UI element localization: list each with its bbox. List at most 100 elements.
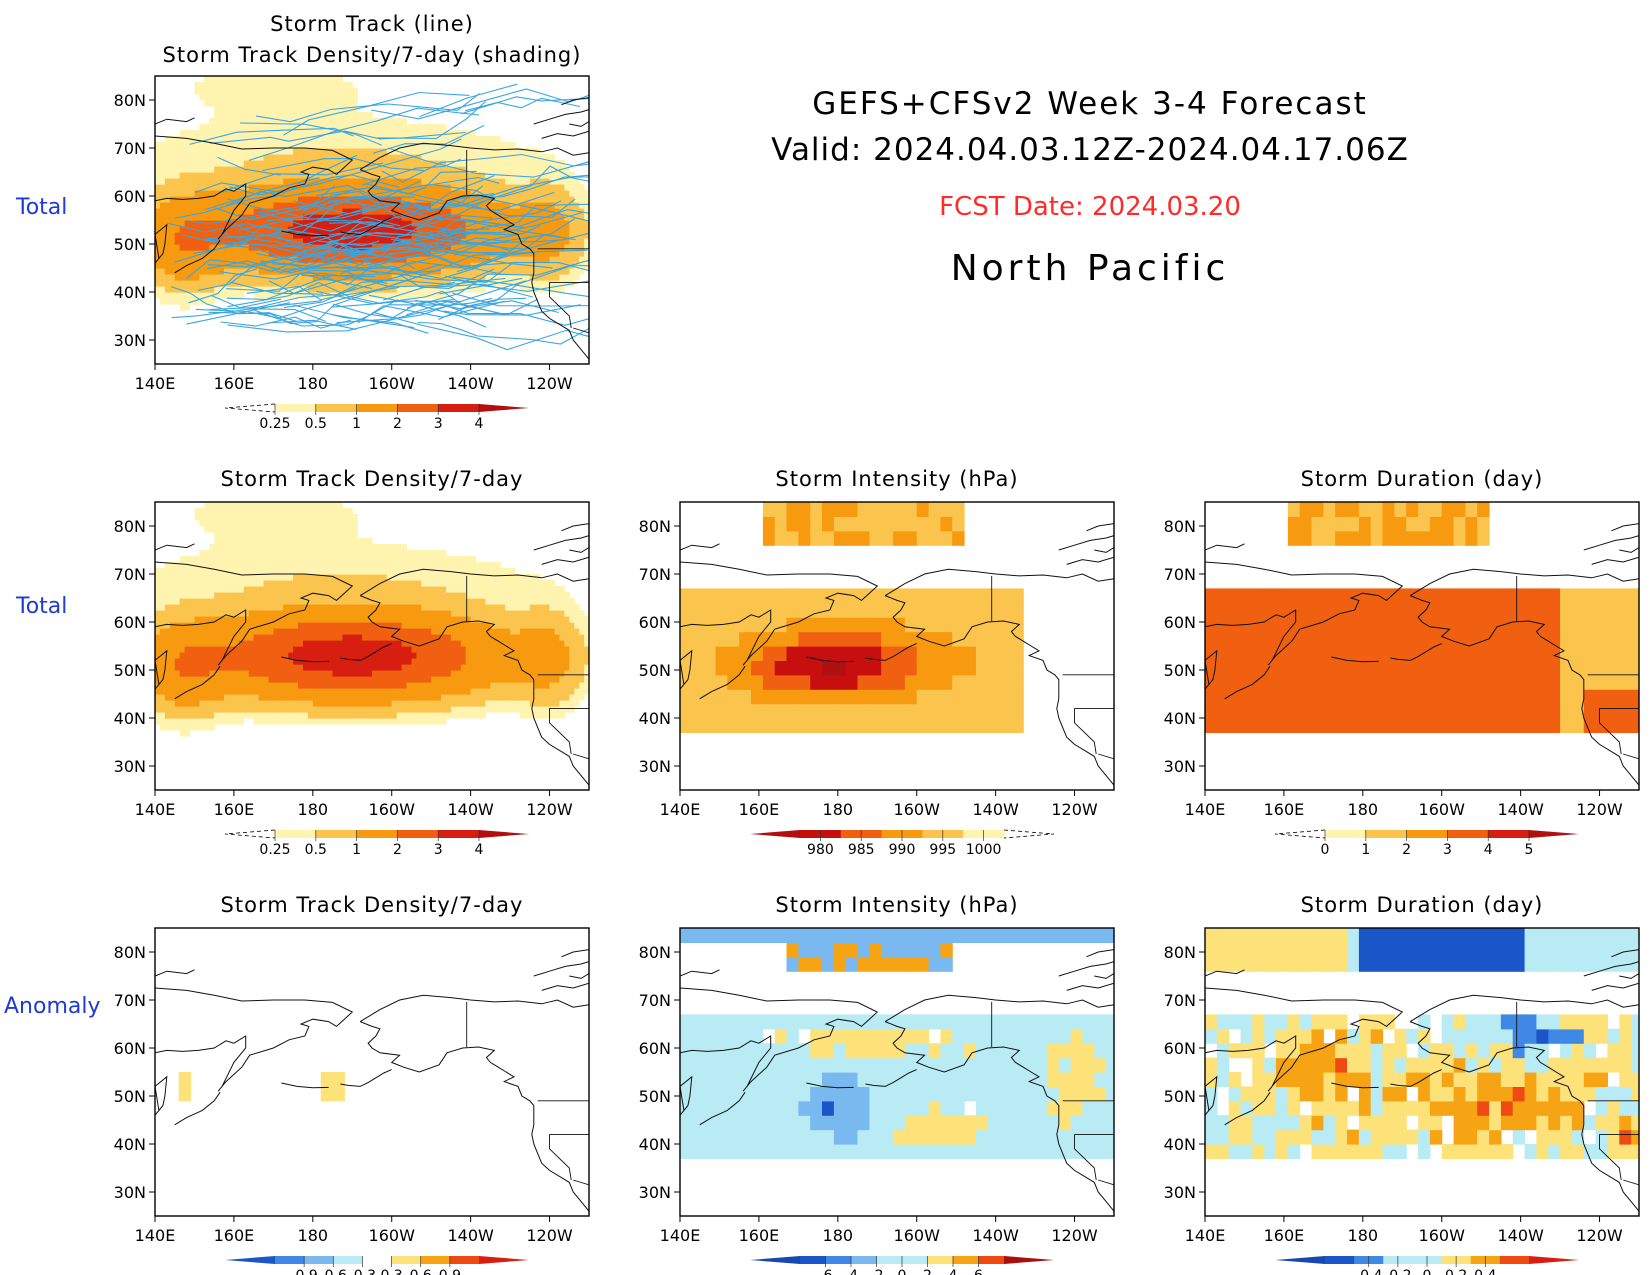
field-cell — [332, 76, 338, 83]
field-cell — [544, 226, 551, 233]
field-cell — [455, 190, 462, 197]
field-cell — [189, 712, 195, 719]
field-cell — [174, 142, 181, 149]
field-cell — [372, 580, 378, 587]
field-cell — [396, 652, 403, 659]
field-cell — [233, 622, 240, 629]
field-cell — [441, 250, 447, 257]
field-cell — [569, 274, 575, 281]
field-cell — [436, 190, 442, 197]
field-cell — [367, 124, 373, 131]
field-cell — [539, 160, 546, 167]
field-cell — [539, 268, 546, 275]
field-cell — [238, 244, 245, 251]
field-cell — [263, 556, 269, 563]
field-cell — [214, 628, 220, 635]
field-cell — [426, 220, 432, 227]
field-cell — [194, 262, 200, 269]
field-cell — [194, 166, 200, 173]
field-cell — [411, 178, 417, 185]
field-cell — [209, 664, 215, 671]
field-cell — [224, 658, 230, 665]
field-cell — [263, 670, 269, 677]
field-cell — [238, 184, 245, 191]
field-cell — [214, 160, 220, 167]
field-cell — [273, 172, 279, 179]
field-cell — [224, 502, 230, 509]
field-cell — [268, 130, 274, 137]
field-cell — [342, 208, 348, 215]
field-cell — [539, 256, 546, 263]
field-cell — [431, 154, 437, 161]
field-cell — [273, 118, 279, 125]
field-cell — [549, 220, 555, 227]
field-cell — [159, 586, 166, 593]
field-cell — [179, 706, 186, 713]
field-cell — [337, 136, 343, 143]
field-cell — [174, 574, 181, 581]
field-cell — [229, 124, 235, 131]
field-cell — [219, 520, 225, 527]
field-cell — [288, 292, 294, 299]
field-cell — [465, 238, 472, 245]
field-cell — [219, 550, 225, 557]
field-cell — [303, 208, 309, 215]
field-cell — [209, 670, 215, 677]
storm-track-line — [316, 187, 555, 211]
field-cell — [337, 640, 343, 647]
field-cell — [401, 706, 408, 713]
field-cell — [441, 622, 447, 629]
field-cell — [372, 622, 378, 629]
field-cell — [229, 712, 235, 719]
field-cell — [465, 274, 472, 281]
field-cell — [263, 94, 269, 101]
field-cell — [199, 646, 205, 653]
field-cell — [347, 508, 353, 515]
field-cell — [229, 226, 235, 233]
field-cell — [283, 220, 289, 227]
field-cell — [357, 202, 363, 209]
field-cell — [273, 106, 279, 113]
field-cell — [332, 712, 338, 719]
field-cell — [189, 610, 195, 617]
field-cell — [278, 148, 284, 155]
field-cell — [431, 634, 437, 641]
field-cell — [367, 640, 373, 647]
field-cell — [243, 508, 250, 515]
field-cell — [465, 658, 472, 665]
field-cell — [268, 262, 274, 269]
field-cell — [480, 268, 486, 275]
field-cell — [446, 586, 452, 593]
field-cell — [520, 178, 526, 185]
field-cell — [288, 586, 294, 593]
field-cell — [416, 562, 422, 569]
field-cell — [327, 610, 334, 617]
field-cell — [159, 148, 166, 155]
field-cell — [263, 676, 269, 683]
field-cell — [372, 670, 378, 677]
field-cell — [184, 292, 191, 299]
field-cell — [194, 292, 200, 299]
field-cell — [396, 136, 403, 143]
field-cell — [283, 502, 289, 509]
field-cell — [357, 184, 363, 191]
field-cell — [317, 604, 324, 611]
field-cell — [209, 274, 215, 281]
field-cell — [238, 664, 245, 671]
field-cell — [520, 160, 526, 167]
field-cell — [273, 262, 279, 269]
field-cell — [229, 292, 235, 299]
field-cell — [352, 214, 358, 221]
field-cell — [574, 220, 580, 227]
field-cell — [367, 658, 373, 665]
field-cell — [391, 556, 398, 563]
field-cell — [293, 544, 299, 551]
field-cell — [307, 292, 314, 299]
field-cell — [446, 166, 452, 173]
field-cell — [194, 160, 200, 167]
field-cell — [258, 700, 265, 707]
field-cell — [224, 598, 230, 605]
field-cell — [529, 220, 536, 227]
field-cell — [233, 136, 240, 143]
field-cell — [391, 580, 398, 587]
